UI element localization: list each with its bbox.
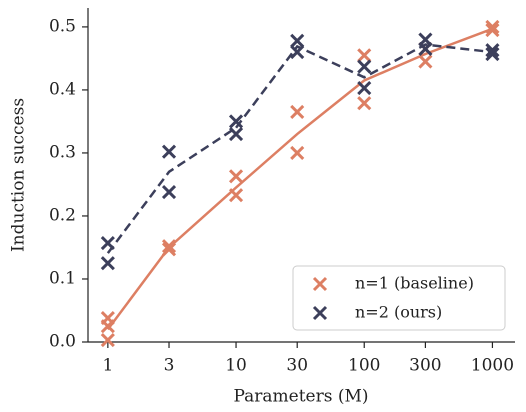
point-marker <box>228 188 244 203</box>
point-marker <box>485 46 500 62</box>
point-marker <box>228 126 244 142</box>
series-line <box>106 43 493 254</box>
x-tick-label: 100 <box>348 356 380 376</box>
point-marker <box>357 59 372 74</box>
y-tick-label: 0.2 <box>49 205 76 225</box>
x-axis-label: Parameters (M) <box>233 387 368 407</box>
point-marker <box>485 22 500 38</box>
y-tick-label: 0.3 <box>49 142 76 162</box>
y-tick-label: 0.0 <box>49 332 76 352</box>
point-marker <box>100 235 115 251</box>
point-marker <box>290 45 305 60</box>
legend-box <box>292 265 506 331</box>
x-tick-label: 30 <box>286 356 308 376</box>
point-marker <box>357 80 372 96</box>
legend-marker <box>312 305 328 321</box>
x-tick-label: 300 <box>409 356 441 376</box>
x-tick-label: 1 <box>102 356 113 376</box>
x-tick-label: 1000 <box>471 356 514 376</box>
x-tick-label: 3 <box>164 356 175 376</box>
point-marker <box>418 41 433 57</box>
point-marker <box>357 96 372 111</box>
point-marker <box>100 333 115 348</box>
point-marker <box>485 19 500 34</box>
point-marker <box>161 239 177 254</box>
y-tick-label: 0.4 <box>49 79 76 99</box>
point-marker <box>228 114 244 129</box>
point-marker <box>485 43 500 58</box>
point-marker <box>100 319 115 334</box>
y-tick-label: 0.1 <box>49 268 76 288</box>
y-axis-label: Induction success <box>9 98 29 252</box>
y-tick-label: 0.5 <box>49 16 76 36</box>
point-marker <box>100 256 115 271</box>
point-marker <box>161 184 177 200</box>
x-tick-label: 10 <box>225 356 247 376</box>
legend-label: n=2 (ours) <box>355 303 442 322</box>
legend-label: n=1 (baseline) <box>355 274 474 293</box>
legend-marker <box>312 276 328 292</box>
point-marker <box>290 33 305 48</box>
point-marker <box>357 48 372 63</box>
point-marker <box>290 145 305 161</box>
point-marker <box>418 54 433 69</box>
point-marker <box>161 242 177 257</box>
point-marker <box>228 169 244 184</box>
point-marker <box>161 144 177 159</box>
point-marker <box>290 104 305 120</box>
